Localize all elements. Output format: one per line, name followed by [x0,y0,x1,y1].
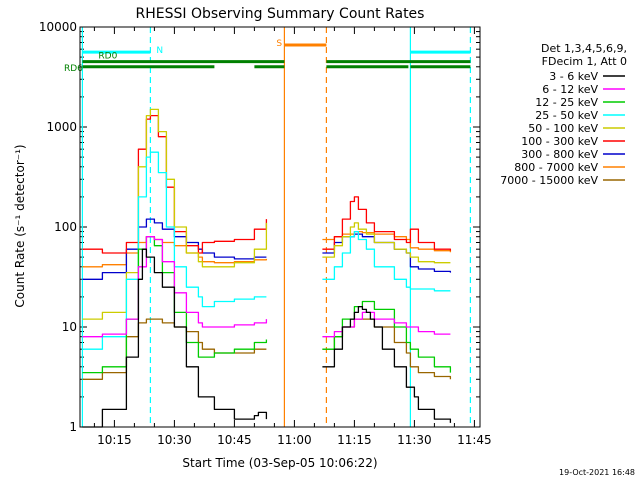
y-tick-label: 1 [69,420,77,434]
x-tick-label: 10:45 [217,433,252,447]
legend-label: 50 - 100 keV [528,122,598,135]
legend-label: 25 - 50 keV [535,109,598,122]
x-tick-label: 11:30 [397,433,432,447]
chart-title: RHESSI Observing Summary Count Rates [136,6,425,22]
legend-label: 3 - 6 keV [549,70,598,83]
plot-frame [79,26,481,428]
series-line-3-6-keV [82,248,452,428]
axes-and-ticks: 1 10 100 1000 10000 10:15 10:30 10:45 11:00 11:15… [39,20,492,447]
x-tick-label: 10:30 [157,433,192,447]
rd0-label: RD0 [98,52,117,62]
legend-label: 7000 - 15000 keV [500,174,598,187]
x-tick-label: 11:15 [337,433,372,447]
x-tick-label: 11:45 [457,433,492,447]
y-tick-label: 10 [62,320,77,334]
y-tick-label: 10000 [39,20,77,34]
legend-header-line-1: Det 1,3,4,5,6,9, [541,42,627,55]
y-axis-label: Count Rate (s⁻¹ detector⁻¹) [13,144,27,307]
rd6-label: RD6 [64,64,83,74]
legend-label: 6 - 12 keV [542,83,598,96]
saa-label: S [276,39,282,49]
y-tick-label: 100 [54,220,77,234]
legend-header-line-2: FDecim 1, Att 0 [542,55,627,68]
data-series [82,108,452,428]
instrument-state-markers: RD6 RD0 N S [64,27,471,427]
series-line-25-50-keV [82,151,451,350]
series-line-50-100-keV [82,108,451,320]
night-label: N [156,46,163,56]
x-tick-label: 11:00 [277,433,312,447]
legend-label: 800 - 7000 keV [514,161,598,174]
y-tick-label: 1000 [46,120,77,134]
footer-timestamp: 19-Oct-2021 16:48 [559,468,635,477]
x-axis-label: Start Time (03-Sep-05 10:06:22) [182,456,377,470]
legend-label: 300 - 800 keV [521,148,598,161]
legend-label: 12 - 25 keV [535,96,598,109]
x-tick-label: 10:15 [97,433,132,447]
legend-label: 100 - 300 keV [521,135,598,148]
